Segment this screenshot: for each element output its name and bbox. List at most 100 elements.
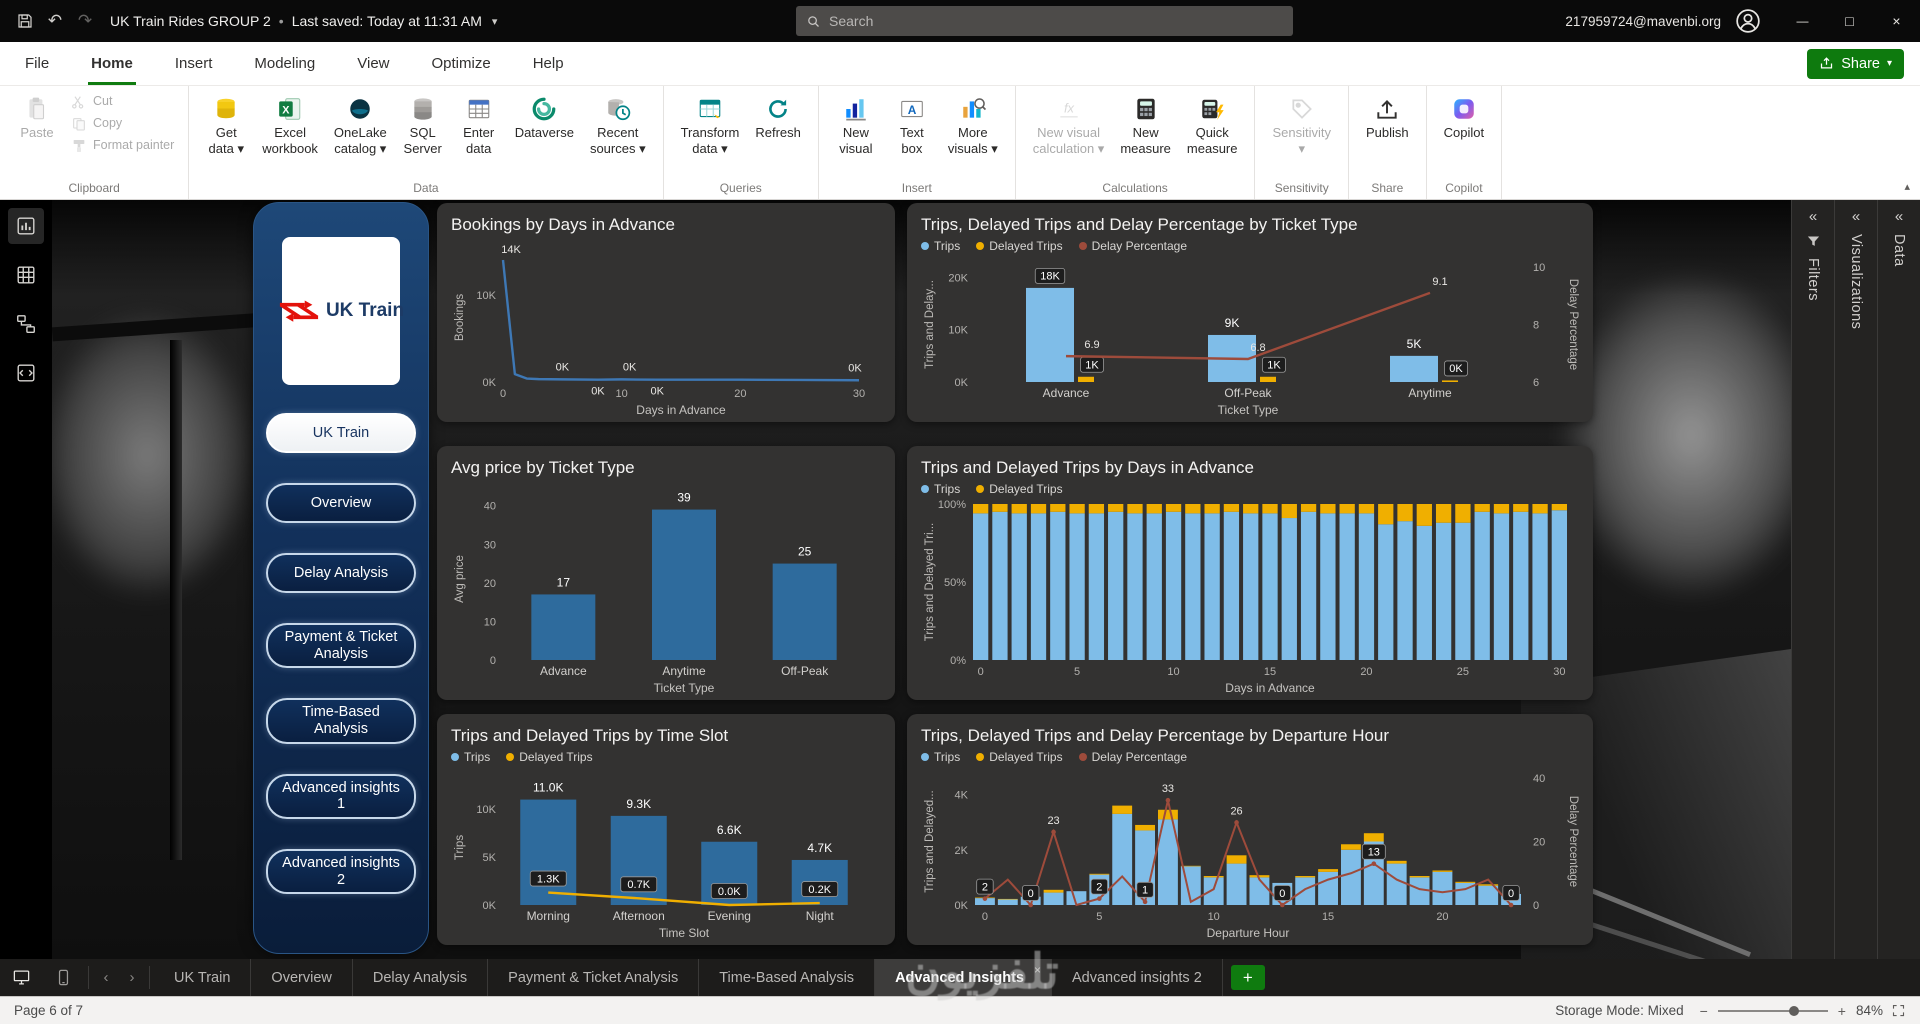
zoom-slider-thumb[interactable] bbox=[1789, 1005, 1800, 1016]
legend-item-delayed-trips[interactable]: Delayed Trips bbox=[506, 750, 593, 764]
menu-item-modeling[interactable]: Modeling bbox=[254, 55, 316, 72]
nav-button-advanced-insights-1[interactable]: Advanced insights 1 bbox=[266, 773, 416, 820]
data-pane-collapsed[interactable]: « Data bbox=[1877, 200, 1920, 959]
sql-server-button[interactable]: SQL Server bbox=[396, 91, 450, 158]
visual-avg-price-by-ticket-type[interactable]: Avg price by Ticket Type 0 10 20 30 40 Avg pr… bbox=[437, 446, 895, 700]
get-data-button[interactable]: Get data ▾ bbox=[199, 91, 253, 158]
visual-trips-delay-by-ticket-type[interactable]: Trips, Delayed Trips and Delay Percentag… bbox=[907, 203, 1593, 422]
redo-button[interactable]: ↷ bbox=[70, 6, 100, 36]
copy-button[interactable]: Copy bbox=[66, 113, 178, 134]
menu-item-home[interactable]: Home bbox=[88, 42, 136, 85]
new-page-button[interactable]: + bbox=[1230, 965, 1265, 990]
page-tab-advanced-insights-2[interactable]: Advanced insights 2 bbox=[1052, 959, 1223, 996]
zoom-in-button[interactable]: + bbox=[1837, 1002, 1846, 1019]
maximize-button[interactable]: □ bbox=[1845, 13, 1854, 29]
legend-item-delay-percentage[interactable]: Delay Percentage bbox=[1078, 239, 1187, 253]
page-tab-overview[interactable]: Overview bbox=[251, 959, 353, 996]
bookings-line-series[interactable] bbox=[501, 259, 860, 382]
nav-button-delay-analysis[interactable]: Delay Analysis bbox=[266, 553, 416, 593]
more-visuals-button[interactable]: More visuals ▾ bbox=[941, 91, 1005, 158]
avg-price-bars[interactable] bbox=[531, 509, 837, 660]
delayed-trips-bars[interactable] bbox=[1078, 376, 1458, 382]
legend-item-delay-percentage[interactable]: Delay Percentage bbox=[1078, 750, 1187, 764]
next-page-button[interactable]: › bbox=[129, 969, 135, 986]
prev-page-button[interactable]: ‹ bbox=[103, 969, 109, 986]
close-page-icon[interactable]: × bbox=[1033, 963, 1041, 977]
menu-item-optimize[interactable]: Optimize bbox=[431, 55, 491, 72]
nav-button-overview[interactable]: Overview bbox=[266, 483, 416, 523]
fit-to-page-icon[interactable] bbox=[1891, 1003, 1906, 1018]
expand-visualizations-icon[interactable]: « bbox=[1851, 208, 1861, 225]
zoom-out-button[interactable]: − bbox=[1699, 1002, 1708, 1019]
collapse-ribbon-button[interactable]: ▴ bbox=[1904, 181, 1910, 193]
onelake-catalog-button[interactable]: OneLake catalog ▾ bbox=[327, 91, 394, 158]
quick-measure-button[interactable]: Quick measure bbox=[1180, 91, 1245, 158]
expand-data-icon[interactable]: « bbox=[1894, 208, 1904, 225]
trips-bars[interactable] bbox=[1026, 287, 1438, 382]
document-title-menu[interactable]: UK Train Rides GROUP 2 • Last saved: Tod… bbox=[110, 13, 497, 29]
zoom-slider[interactable] bbox=[1717, 1005, 1828, 1016]
legend-item-delayed-trips[interactable]: Delayed Trips bbox=[976, 482, 1063, 496]
desktop-layout-button[interactable] bbox=[0, 959, 42, 996]
legend-item-trips[interactable]: Trips bbox=[451, 750, 490, 764]
text-box-button[interactable]: A Text box bbox=[885, 91, 939, 158]
view-rail-report-view-button[interactable] bbox=[8, 208, 44, 244]
page-tab-advanced-insights[interactable]: Advanced Insights × bbox=[875, 959, 1052, 996]
page-tab-delay-analysis[interactable]: Delay Analysis bbox=[353, 959, 489, 996]
excel-workbook-button[interactable]: X Excel workbook bbox=[255, 91, 325, 158]
page-tab-time-based-analysis[interactable]: Time-Based Analysis bbox=[699, 959, 876, 996]
view-rail-table-view-button[interactable] bbox=[8, 257, 44, 293]
nav-button-time-based-analysis[interactable]: Time-Based Analysis bbox=[266, 698, 416, 744]
cut-button[interactable]: Cut bbox=[66, 91, 178, 112]
nav-button-payment-ticket-analysis[interactable]: Payment & Ticket Analysis bbox=[266, 623, 416, 669]
enter-data-button[interactable]: Enter data bbox=[452, 91, 506, 158]
save-button[interactable] bbox=[10, 6, 40, 36]
legend-item-delayed-trips[interactable]: Delayed Trips bbox=[976, 750, 1063, 764]
menu-item-file[interactable]: File bbox=[25, 55, 50, 72]
search-input[interactable] bbox=[829, 13, 1283, 29]
transform-data-button[interactable]: Transform data ▾ bbox=[674, 91, 747, 158]
legend-item-delayed-trips[interactable]: Delayed Trips bbox=[976, 239, 1063, 253]
view-rail-model-view-button[interactable] bbox=[8, 306, 44, 342]
account-avatar-icon[interactable] bbox=[1735, 8, 1761, 34]
refresh-button[interactable]: Refresh bbox=[748, 91, 808, 143]
trips-bars[interactable] bbox=[973, 510, 1567, 660]
trips-bars[interactable] bbox=[520, 799, 848, 905]
expand-filters-icon[interactable]: « bbox=[1808, 208, 1818, 225]
legend-item-trips[interactable]: Trips bbox=[921, 239, 960, 253]
nav-button-advanced-insights-2[interactable]: Advanced insights 2 bbox=[266, 849, 416, 895]
visualizations-pane-collapsed[interactable]: « Visualizations bbox=[1834, 200, 1877, 959]
delayed-trips-bars[interactable] bbox=[973, 504, 1567, 526]
visual-trips-by-time-slot[interactable]: Trips and Delayed Trips by Time Slot Tri… bbox=[437, 714, 895, 945]
minimize-button[interactable]: — bbox=[1796, 14, 1809, 28]
delayed-trips-bars[interactable] bbox=[975, 805, 1499, 900]
undo-button[interactable]: ↶ bbox=[40, 6, 70, 36]
menu-item-view[interactable]: View bbox=[357, 55, 390, 72]
share-button[interactable]: Share ▾ bbox=[1807, 48, 1904, 79]
page-tab-payment-ticket-analysis[interactable]: Payment & Ticket Analysis bbox=[488, 959, 700, 996]
visual-bookings-by-days-in-advance[interactable]: Bookings by Days in Advance 0K 10K 0 10 20 30… bbox=[437, 203, 895, 422]
copilot-button[interactable]: Copilot bbox=[1437, 91, 1491, 143]
filters-pane-collapsed[interactable]: « Filters bbox=[1791, 200, 1834, 959]
menu-item-help[interactable]: Help bbox=[532, 55, 564, 72]
format-painter-button[interactable]: Format painter bbox=[66, 135, 178, 156]
sensitivity-button[interactable]: Sensitivity ▾ bbox=[1265, 91, 1338, 158]
paste-button[interactable]: Paste bbox=[10, 91, 64, 143]
menu-item-insert[interactable]: Insert bbox=[174, 55, 213, 72]
publish-button[interactable]: Publish bbox=[1359, 91, 1416, 143]
account-email[interactable]: 217959724@mavenbi.org bbox=[1565, 13, 1721, 29]
zoom-percentage[interactable]: 84% bbox=[1855, 1003, 1883, 1018]
mobile-layout-button[interactable] bbox=[42, 959, 84, 996]
new-measure-button[interactable]: New measure bbox=[1113, 91, 1178, 158]
report-canvas[interactable]: UK Train UK Train Overview Delay Analysis P… bbox=[52, 200, 1791, 959]
page-tab-uk-train[interactable]: UK Train bbox=[154, 959, 252, 996]
delay-percentage-line[interactable] bbox=[1065, 291, 1431, 361]
view-rail-dax-query-view-button[interactable] bbox=[8, 355, 44, 391]
legend-item-trips[interactable]: Trips bbox=[921, 482, 960, 496]
delayed-trips-line[interactable] bbox=[548, 891, 820, 907]
recent-sources-button[interactable]: Recent sources ▾ bbox=[583, 91, 653, 158]
new-visual-calculation-button[interactable]: fx New visual calculation ▾ bbox=[1026, 91, 1112, 158]
nav-button-uk-train[interactable]: UK Train bbox=[266, 413, 416, 453]
new-visual-button[interactable]: New visual bbox=[829, 91, 883, 158]
search-box[interactable] bbox=[796, 6, 1293, 36]
